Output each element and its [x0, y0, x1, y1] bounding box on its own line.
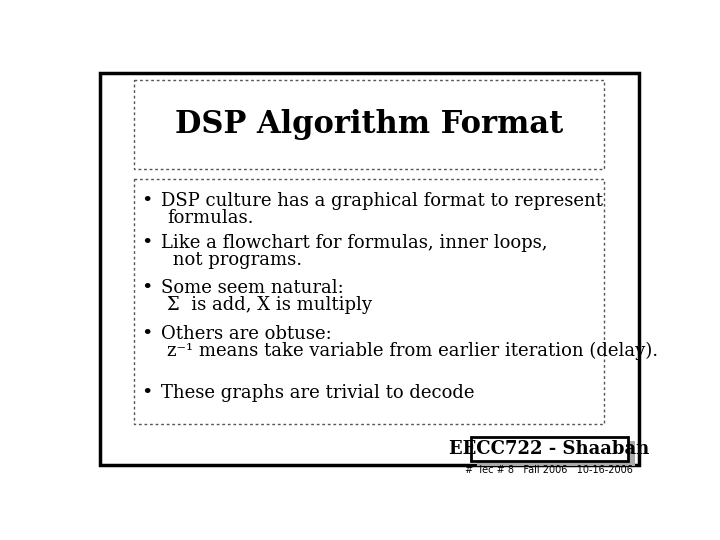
- Text: •: •: [142, 325, 153, 343]
- Text: These graphs are trivial to decode: These graphs are trivial to decode: [161, 384, 474, 402]
- Text: DSP Algorithm Format: DSP Algorithm Format: [175, 109, 563, 140]
- Text: not programs.: not programs.: [167, 251, 302, 269]
- Text: •: •: [142, 279, 153, 297]
- Bar: [471, 437, 629, 461]
- Bar: [477, 441, 634, 466]
- Text: •: •: [142, 234, 153, 252]
- Text: •: •: [142, 192, 153, 210]
- Text: formulas.: formulas.: [167, 209, 253, 227]
- Bar: [134, 80, 604, 168]
- Text: •: •: [142, 384, 153, 402]
- Text: DSP culture has a graphical format to represent: DSP culture has a graphical format to re…: [161, 192, 603, 210]
- Text: Σ  is add, X is multiply: Σ is add, X is multiply: [167, 296, 372, 314]
- Text: z⁻¹ means take variable from earlier iteration (delay).: z⁻¹ means take variable from earlier ite…: [167, 342, 658, 360]
- Bar: [134, 179, 604, 423]
- Text: Some seem natural:: Some seem natural:: [161, 279, 344, 297]
- Text: #  lec # 8   Fall 2006   10-16-2006: # lec # 8 Fall 2006 10-16-2006: [465, 465, 633, 475]
- Text: Like a flowchart for formulas, inner loops,: Like a flowchart for formulas, inner loo…: [161, 234, 548, 252]
- Text: Others are obtuse:: Others are obtuse:: [161, 325, 332, 343]
- Text: EECC722 - Shaaban: EECC722 - Shaaban: [449, 440, 649, 458]
